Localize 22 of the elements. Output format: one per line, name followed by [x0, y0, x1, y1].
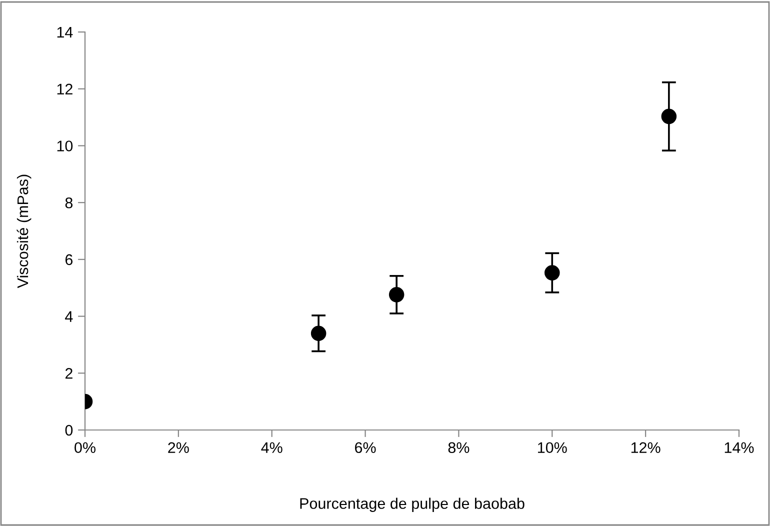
- x-tick-label: 2%: [168, 442, 189, 453]
- x-tick-label: 6%: [355, 442, 376, 454]
- y-tick-label: 12: [57, 84, 72, 94]
- y-tick-label: 2: [65, 368, 72, 379]
- x-axis-title: Pourcentage de pulpe de baobab: [300, 498, 524, 512]
- y-tick-label: 8: [65, 197, 73, 208]
- x-tick-label: 0%: [74, 442, 96, 454]
- y-axis-title: Viscosité (mPas): [16, 174, 32, 288]
- point: [310, 326, 326, 341]
- x-tick-label: 12%: [631, 442, 660, 453]
- x-tick-label: 4%: [261, 442, 282, 453]
- point: [544, 265, 560, 280]
- x-tick-label: 14%: [724, 442, 754, 453]
- x-tick-label: 8%: [448, 442, 470, 454]
- y-tick-label: 0: [65, 424, 73, 436]
- point: [661, 108, 677, 124]
- point: [388, 287, 404, 302]
- y-tick-label: 6: [65, 254, 73, 266]
- y-tick-label: 10: [57, 140, 73, 152]
- y-tick-label: 4: [65, 311, 73, 322]
- x-tick-label: 10%: [538, 442, 567, 454]
- y-tick-label: 14: [57, 27, 73, 38]
